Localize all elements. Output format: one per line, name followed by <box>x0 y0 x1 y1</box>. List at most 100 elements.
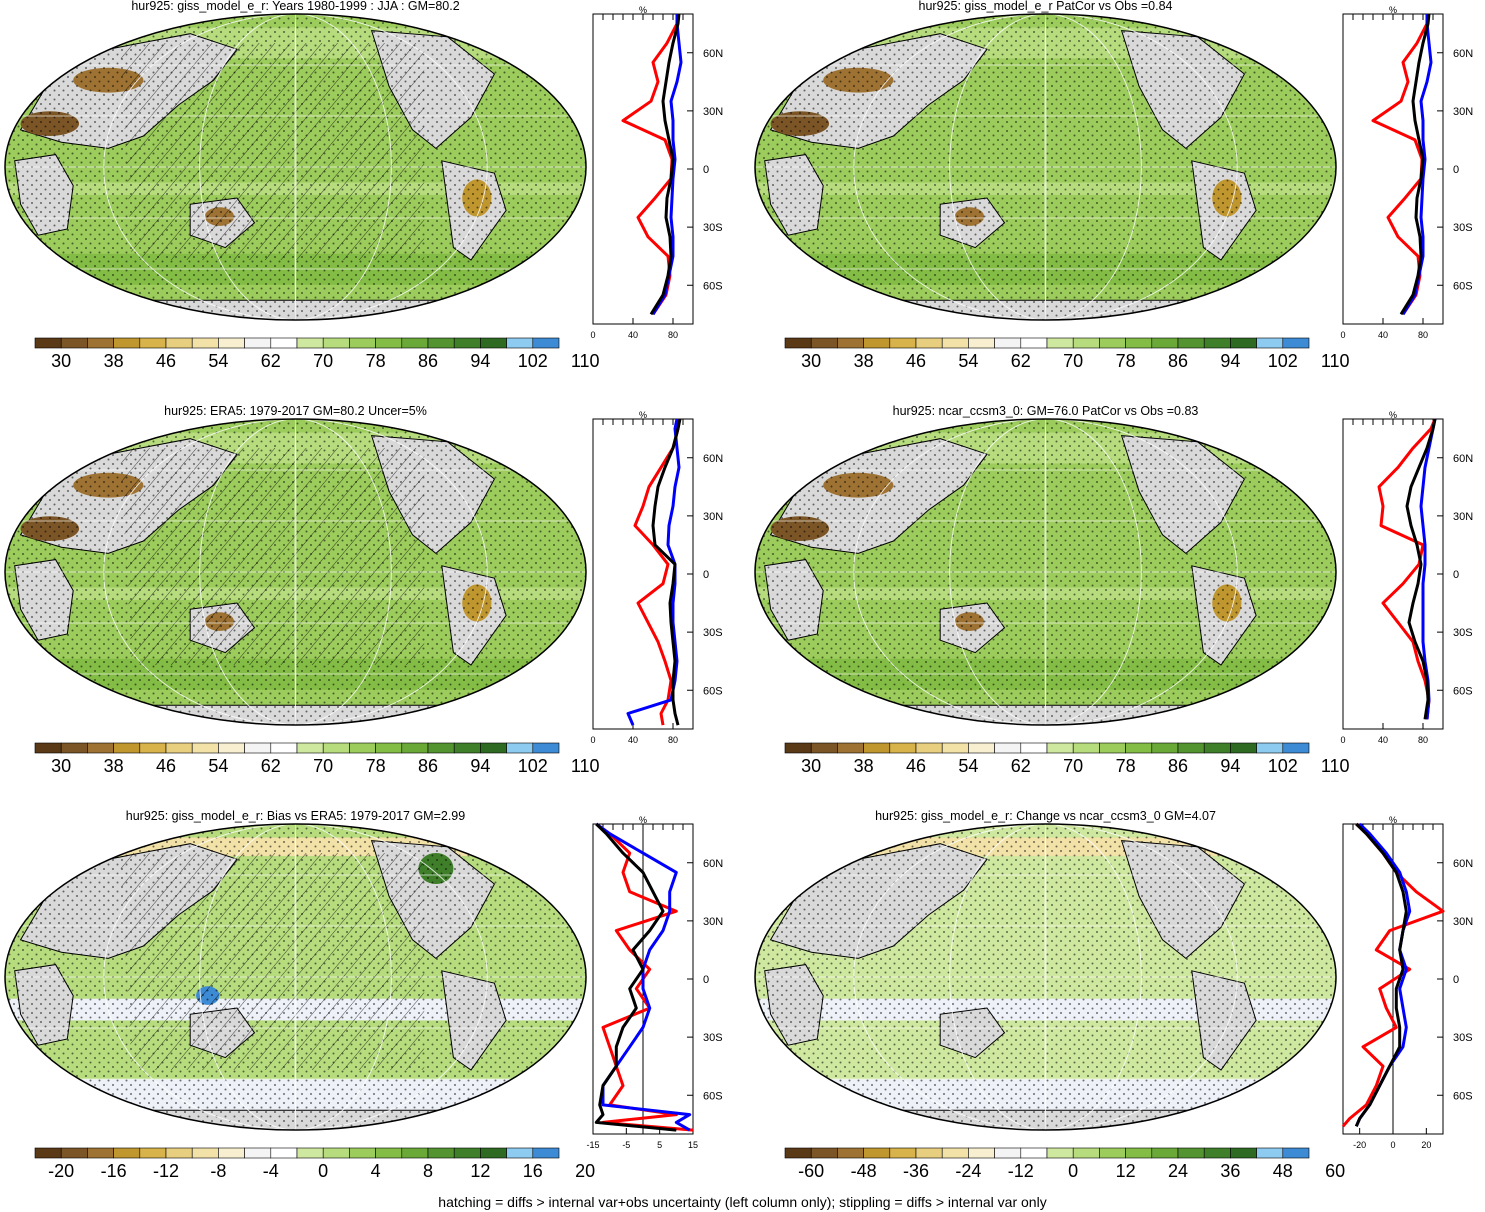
colorbar-swatch <box>191 742 219 754</box>
colorbar <box>784 337 1310 349</box>
panel-title: hur925: giss_model_e_r PatCor vs Obs =0.… <box>918 0 1173 13</box>
global-map <box>754 13 1337 321</box>
colorbar-label: 86 <box>1167 756 1189 776</box>
x-tick-label: 40 <box>628 330 638 340</box>
colorbar-swatch <box>349 742 376 754</box>
colorbar-swatch <box>1230 337 1257 349</box>
colorbar-swatch <box>87 1147 114 1159</box>
colorbar-swatch <box>1125 1147 1153 1159</box>
colorbar-label: -8 <box>210 1161 227 1181</box>
colorbar <box>34 1147 560 1159</box>
lat-tick-label: 60N <box>1453 48 1473 60</box>
x-tick-label: -15 <box>586 1140 599 1150</box>
colorbar-label: 12 <box>470 1161 491 1181</box>
colorbar-swatch <box>1020 1147 1048 1159</box>
colorbar-swatch <box>1282 742 1310 754</box>
colorbar-swatch <box>1125 337 1153 349</box>
colorbar-swatch <box>375 742 403 754</box>
colorbar-swatch <box>244 337 272 349</box>
zonal-mean-profile: % 60N 30N 0 30S 60S 0 40 80 <box>590 410 723 745</box>
colorbar-swatch <box>1256 337 1284 349</box>
colorbar-label: 70 <box>313 351 334 371</box>
colorbar-swatch <box>1230 1147 1257 1159</box>
colorbar-label: 30 <box>801 351 822 371</box>
x-tick-label: 0 <box>590 330 595 340</box>
x-tick-label: 5 <box>657 1140 662 1150</box>
colorbar-label: 86 <box>417 351 439 371</box>
colorbar-label: 38 <box>103 756 124 776</box>
colorbar-label: -12 <box>1007 1161 1034 1181</box>
colorbar-swatch <box>375 1147 403 1159</box>
colorbar-swatch <box>1099 337 1126 349</box>
panel-title: hur925: ncar_ccsm3_0: GM=76.0 PatCor vs … <box>892 404 1199 418</box>
colorbar-swatch <box>837 337 864 349</box>
lat-tick-label: 0 <box>703 974 709 986</box>
colorbar-swatch <box>270 337 298 349</box>
colorbar-label: -48 <box>850 1161 877 1181</box>
colorbar-swatch <box>191 1147 219 1159</box>
colorbar-swatch <box>915 1147 943 1159</box>
colorbar-swatch <box>941 337 969 349</box>
unit-label: % <box>639 815 647 825</box>
colorbar-swatch <box>1177 1147 1205 1159</box>
profile-series-line <box>1401 14 1433 316</box>
colorbar-label: -12 <box>152 1161 180 1181</box>
colorbar-swatch <box>506 337 534 349</box>
profile-series-line <box>1419 418 1437 720</box>
lat-tick-label: 60S <box>1453 685 1473 697</box>
global-map <box>754 823 1337 1131</box>
colorbar-swatch <box>863 1147 891 1159</box>
colorbar-swatch <box>889 1147 917 1159</box>
colorbar <box>784 742 1310 754</box>
lat-tick-label: 60N <box>1453 453 1473 465</box>
colorbar-label: 54 <box>208 756 229 776</box>
profile-series-line <box>594 822 677 1132</box>
colorbar-label: 54 <box>958 351 979 371</box>
colorbar-swatch <box>165 1147 193 1159</box>
colorbar-label: 94 <box>1220 351 1241 371</box>
profile-series-line <box>651 14 683 316</box>
colorbar-label: -36 <box>902 1161 930 1181</box>
lat-tick-label: 60S <box>1453 1090 1473 1102</box>
colorbar-swatch <box>349 1147 376 1159</box>
lat-tick-label: 30N <box>703 916 723 928</box>
colorbar-label: 110 <box>1320 351 1350 371</box>
colorbar-swatch <box>1256 1147 1284 1159</box>
colorbar-swatch <box>506 742 534 754</box>
colorbar-label: 46 <box>905 351 927 371</box>
colorbar-swatch <box>994 742 1022 754</box>
lat-tick-label: 60N <box>703 858 723 870</box>
colorbar-swatch <box>994 337 1022 349</box>
colorbar-label: 36 <box>1220 1161 1241 1181</box>
zonal-mean-profile: % 60N 30N 0 30S 60S 0 40 80 <box>1340 410 1473 745</box>
colorbar-label: 78 <box>365 351 386 371</box>
lat-tick-label: 30N <box>703 511 723 523</box>
colorbar-swatch <box>532 1147 560 1159</box>
colorbar-swatch <box>60 1147 88 1159</box>
colorbar-label: 0 <box>1068 1161 1079 1181</box>
colorbar-label: -20 <box>48 1161 75 1181</box>
colorbar-swatch <box>191 337 219 349</box>
lat-tick-label: 30S <box>703 222 723 234</box>
colorbar-swatch <box>244 742 272 754</box>
colorbar-swatch <box>1099 742 1126 754</box>
colorbar-label: 46 <box>155 756 177 776</box>
colorbar <box>34 742 560 754</box>
colorbar-swatch <box>784 742 812 754</box>
colorbar-swatch <box>453 742 481 754</box>
colorbar-label: 102 <box>1267 351 1298 371</box>
x-tick-label: 15 <box>688 1140 698 1150</box>
colorbar-swatch <box>296 337 324 349</box>
colorbar-label: 46 <box>155 351 177 371</box>
colorbar-swatch <box>1203 337 1231 349</box>
colorbar-swatch <box>34 337 62 349</box>
x-tick-label: 0 <box>590 735 595 745</box>
colorbar-label: 24 <box>1167 1161 1189 1181</box>
colorbar-swatch <box>349 337 376 349</box>
colorbar-label: 20 <box>575 1161 596 1181</box>
colorbar-swatch <box>296 1147 324 1159</box>
colorbar-label: 110 <box>570 351 600 371</box>
lat-tick-label: 60N <box>703 48 723 60</box>
colorbar-swatch <box>480 742 507 754</box>
colorbar-label: 12 <box>1115 1161 1136 1181</box>
